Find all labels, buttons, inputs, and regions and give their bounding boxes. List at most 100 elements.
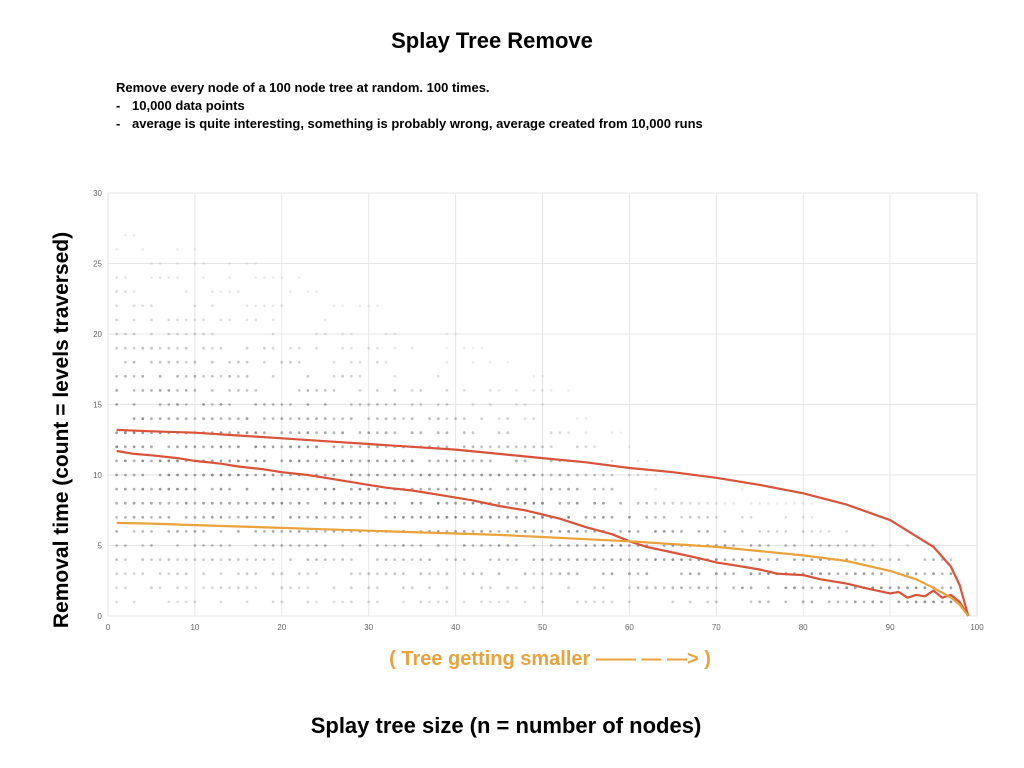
data-point xyxy=(245,572,249,576)
data-point xyxy=(219,417,223,420)
data-point xyxy=(271,473,275,477)
data-point xyxy=(532,445,536,449)
data-point xyxy=(445,346,449,350)
data-point xyxy=(906,544,909,547)
data-point xyxy=(506,558,510,561)
data-point xyxy=(123,544,127,547)
data-point xyxy=(184,445,188,449)
data-point xyxy=(115,403,119,406)
data-point xyxy=(210,544,214,547)
data-point xyxy=(349,374,353,378)
data-point xyxy=(558,544,562,547)
data-point xyxy=(280,304,284,308)
data-point xyxy=(654,558,657,561)
data-point xyxy=(523,459,527,463)
data-point xyxy=(523,572,527,576)
data-point xyxy=(593,544,597,547)
data-point xyxy=(141,544,145,547)
data-point xyxy=(176,346,179,350)
data-point xyxy=(202,332,205,336)
data-point xyxy=(436,417,440,420)
data-point xyxy=(315,572,318,576)
data-point xyxy=(306,487,310,491)
data-point xyxy=(289,403,292,406)
data-point xyxy=(280,431,284,435)
data-point xyxy=(393,431,397,435)
data-point xyxy=(541,445,544,449)
data-point xyxy=(810,530,814,533)
data-point xyxy=(306,431,310,435)
data-point xyxy=(758,544,762,547)
data-point xyxy=(358,304,362,308)
data-point xyxy=(636,473,640,477)
data-point xyxy=(297,360,301,364)
data-point xyxy=(488,544,492,547)
data-point xyxy=(123,374,127,378)
data-point xyxy=(645,473,649,477)
data-point xyxy=(714,501,718,505)
data-point xyxy=(158,346,162,350)
data-point xyxy=(488,515,492,519)
data-point xyxy=(645,586,649,590)
data-point xyxy=(254,276,258,279)
data-point xyxy=(610,558,614,561)
data-point xyxy=(219,600,223,604)
data-point xyxy=(480,544,484,547)
data-point xyxy=(193,248,197,251)
data-point xyxy=(315,417,318,420)
data-point xyxy=(436,487,440,491)
data-point xyxy=(367,445,371,449)
data-point xyxy=(575,544,579,547)
data-point xyxy=(349,487,353,491)
data-point xyxy=(488,459,492,463)
data-point xyxy=(202,501,205,505)
data-point xyxy=(315,600,318,604)
direction-note: ( Tree getting smaller —— — —> ) xyxy=(389,648,711,670)
data-point xyxy=(462,544,466,547)
data-point xyxy=(714,572,718,576)
data-point xyxy=(150,346,153,350)
data-point xyxy=(749,572,753,576)
data-point xyxy=(375,572,379,576)
data-point xyxy=(193,318,197,322)
data-point xyxy=(515,544,518,547)
notes-bullet: - 10,000 data points xyxy=(116,97,703,115)
data-point xyxy=(384,572,388,576)
data-point xyxy=(375,600,379,604)
data-point xyxy=(610,544,614,547)
page-title: Splay Tree Remove xyxy=(391,28,593,53)
data-point xyxy=(662,530,666,533)
data-point xyxy=(506,417,510,420)
data-point xyxy=(228,276,232,279)
data-point xyxy=(228,417,232,420)
data-point xyxy=(132,501,136,505)
data-point xyxy=(827,530,831,533)
data-point xyxy=(541,586,544,590)
data-point xyxy=(749,515,753,519)
data-point xyxy=(150,262,153,265)
data-point xyxy=(271,530,275,533)
data-point xyxy=(158,389,162,392)
x-tick-label: 60 xyxy=(625,623,634,632)
data-point xyxy=(523,501,527,505)
data-point xyxy=(358,431,362,435)
data-point xyxy=(515,515,518,519)
data-point xyxy=(601,586,605,590)
data-point xyxy=(767,558,770,561)
data-point xyxy=(767,544,770,547)
data-point xyxy=(219,290,223,294)
data-point xyxy=(454,417,457,420)
data-point xyxy=(375,544,379,547)
data-point xyxy=(323,473,327,477)
data-point xyxy=(645,572,649,576)
data-point xyxy=(767,501,770,505)
data-point xyxy=(515,403,518,406)
data-point xyxy=(819,586,822,590)
data-point xyxy=(228,403,232,406)
data-point xyxy=(419,544,423,547)
data-point xyxy=(123,233,127,237)
data-point xyxy=(445,600,449,604)
data-point xyxy=(219,572,223,576)
data-point xyxy=(236,558,240,561)
data-point xyxy=(193,558,197,561)
